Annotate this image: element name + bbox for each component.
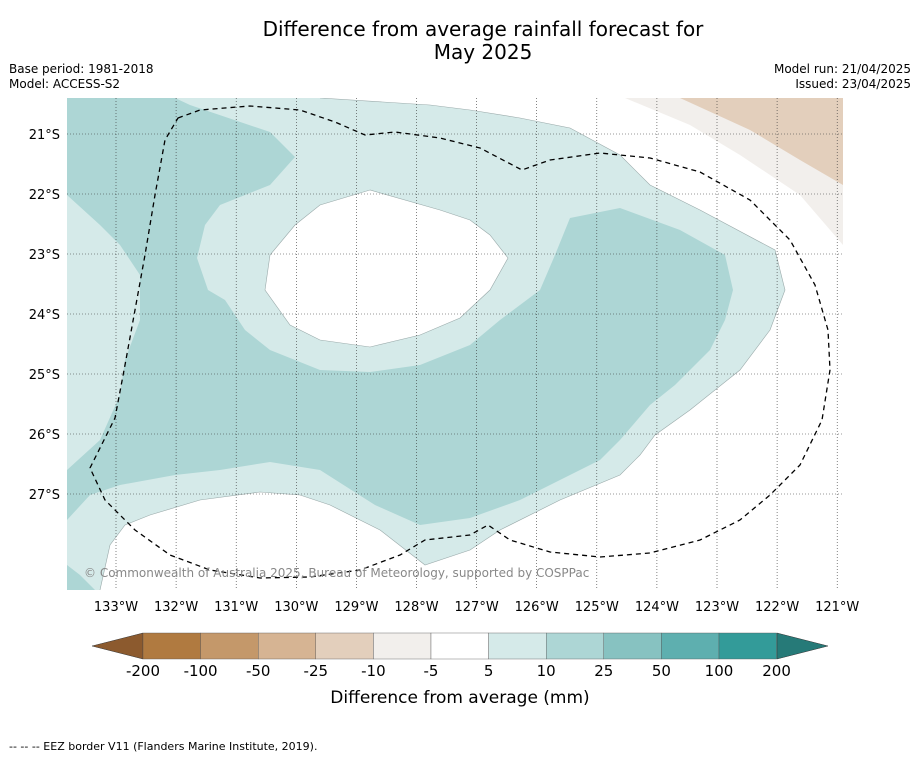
- latitude-tick-label: 24°S: [29, 308, 60, 323]
- latitude-tick-label: 22°S: [29, 188, 60, 203]
- colorbar-cell: [258, 632, 317, 660]
- colorbar-tick-label: -10: [361, 662, 386, 680]
- latitude-tick-label: 21°S: [29, 128, 60, 143]
- colorbar-under-arrow: [91, 632, 144, 660]
- issued-text: Issued: 23/04/2025: [795, 77, 911, 91]
- latitude-tick-label: 26°S: [29, 428, 60, 443]
- colorbar-cell: [430, 632, 489, 660]
- colorbar-tick-label: -100: [184, 662, 218, 680]
- colorbar: -200 -100 -50 -25 -10 -5 5 10 25 50 100 200 Differe…: [91, 632, 829, 708]
- map-title: Difference from average rainfall forecas…: [0, 18, 919, 64]
- colorbar-cell: [315, 632, 374, 660]
- longitude-tick-label: 126°W: [515, 600, 559, 615]
- longitude-tick-label: 129°W: [334, 600, 378, 615]
- latitude-tick-label: 27°S: [29, 488, 60, 503]
- colorbar-cell: [142, 632, 201, 660]
- longitude-tick-labels: 133°W 132°W 131°W 130°W 129°W 128°W 127°W 126°W…: [94, 600, 860, 615]
- model-text: Model: ACCESS-S2: [9, 77, 121, 91]
- longitude-tick-label: 121°W: [815, 600, 859, 615]
- longitude-tick-label: 127°W: [455, 600, 499, 615]
- longitude-tick-label: 133°W: [94, 600, 138, 615]
- longitude-tick-label: 123°W: [695, 600, 739, 615]
- map-title-line-2: May 2025: [433, 40, 533, 64]
- dry-25-10-region: [680, 98, 843, 185]
- colorbar-tick-label: -200: [126, 662, 160, 680]
- latitude-tick-label: 25°S: [29, 368, 60, 383]
- eez-footnote: -- -- -- EEZ border V11 (Flanders Marine…: [9, 740, 318, 753]
- eez-border-line: [89, 105, 831, 579]
- colorbar-tick-label: 25: [594, 662, 613, 680]
- wet-10-25-corner: [67, 565, 95, 590]
- longitude-tick-label: 128°W: [394, 600, 438, 615]
- colorbar-tick-label: -25: [304, 662, 329, 680]
- colorbar-tick-label: 50: [652, 662, 671, 680]
- colorbar-tick-label: 100: [705, 662, 734, 680]
- meta-left: Base period: 1981-2018 Model: ACCESS-S2: [9, 62, 154, 92]
- attribution-text: © Commonwealth of Australia 2025, Bureau…: [84, 566, 589, 580]
- colorbar-cell: [373, 632, 432, 660]
- base-period-text: Base period: 1981-2018: [9, 62, 154, 76]
- wet-10-25-region: [67, 98, 733, 525]
- colorbar-tick-label: 5: [484, 662, 494, 680]
- latitude-tick-label: 23°S: [29, 248, 60, 263]
- longitude-tick-label: 122°W: [755, 600, 799, 615]
- colorbar-over-arrow: [776, 632, 829, 660]
- colorbar-cells: [142, 632, 777, 660]
- map-fill-layers: [67, 98, 843, 590]
- colorbar-tick-label: 200: [762, 662, 791, 680]
- colorbar-cell: [200, 632, 259, 660]
- longitude-tick-label: 130°W: [274, 600, 318, 615]
- meta-right: Model run: 21/04/2025 Issued: 23/04/2025: [774, 62, 911, 92]
- longitude-tick-label: 124°W: [635, 600, 679, 615]
- map-title-line-1: Difference from average rainfall forecas…: [262, 17, 704, 41]
- latitude-tick-labels: 21°S 22°S 23°S 24°S 25°S 26°S 27°S: [29, 128, 60, 503]
- colorbar-tick-label: -5: [424, 662, 439, 680]
- gridlines: [67, 98, 843, 590]
- colorbar-cell: [546, 632, 605, 660]
- colorbar-tick-label: -50: [246, 662, 271, 680]
- colorbar-cell: [718, 632, 777, 660]
- colorbar-cell: [661, 632, 720, 660]
- colorbar-cell: [603, 632, 662, 660]
- model-run-text: Model run: 21/04/2025: [773, 62, 911, 76]
- longitude-tick-label: 132°W: [154, 600, 198, 615]
- contour-lines: [99, 98, 786, 590]
- longitude-tick-label: 125°W: [575, 600, 619, 615]
- colorbar-tick-label: 10: [537, 662, 556, 680]
- colorbar-cell: [488, 632, 547, 660]
- colorbar-axis-label: Difference from average (mm): [330, 688, 589, 708]
- colorbar-tick-labels: -200 -100 -50 -25 -10 -5 5 10 25 50 100 200: [126, 662, 791, 680]
- longitude-tick-label: 131°W: [214, 600, 258, 615]
